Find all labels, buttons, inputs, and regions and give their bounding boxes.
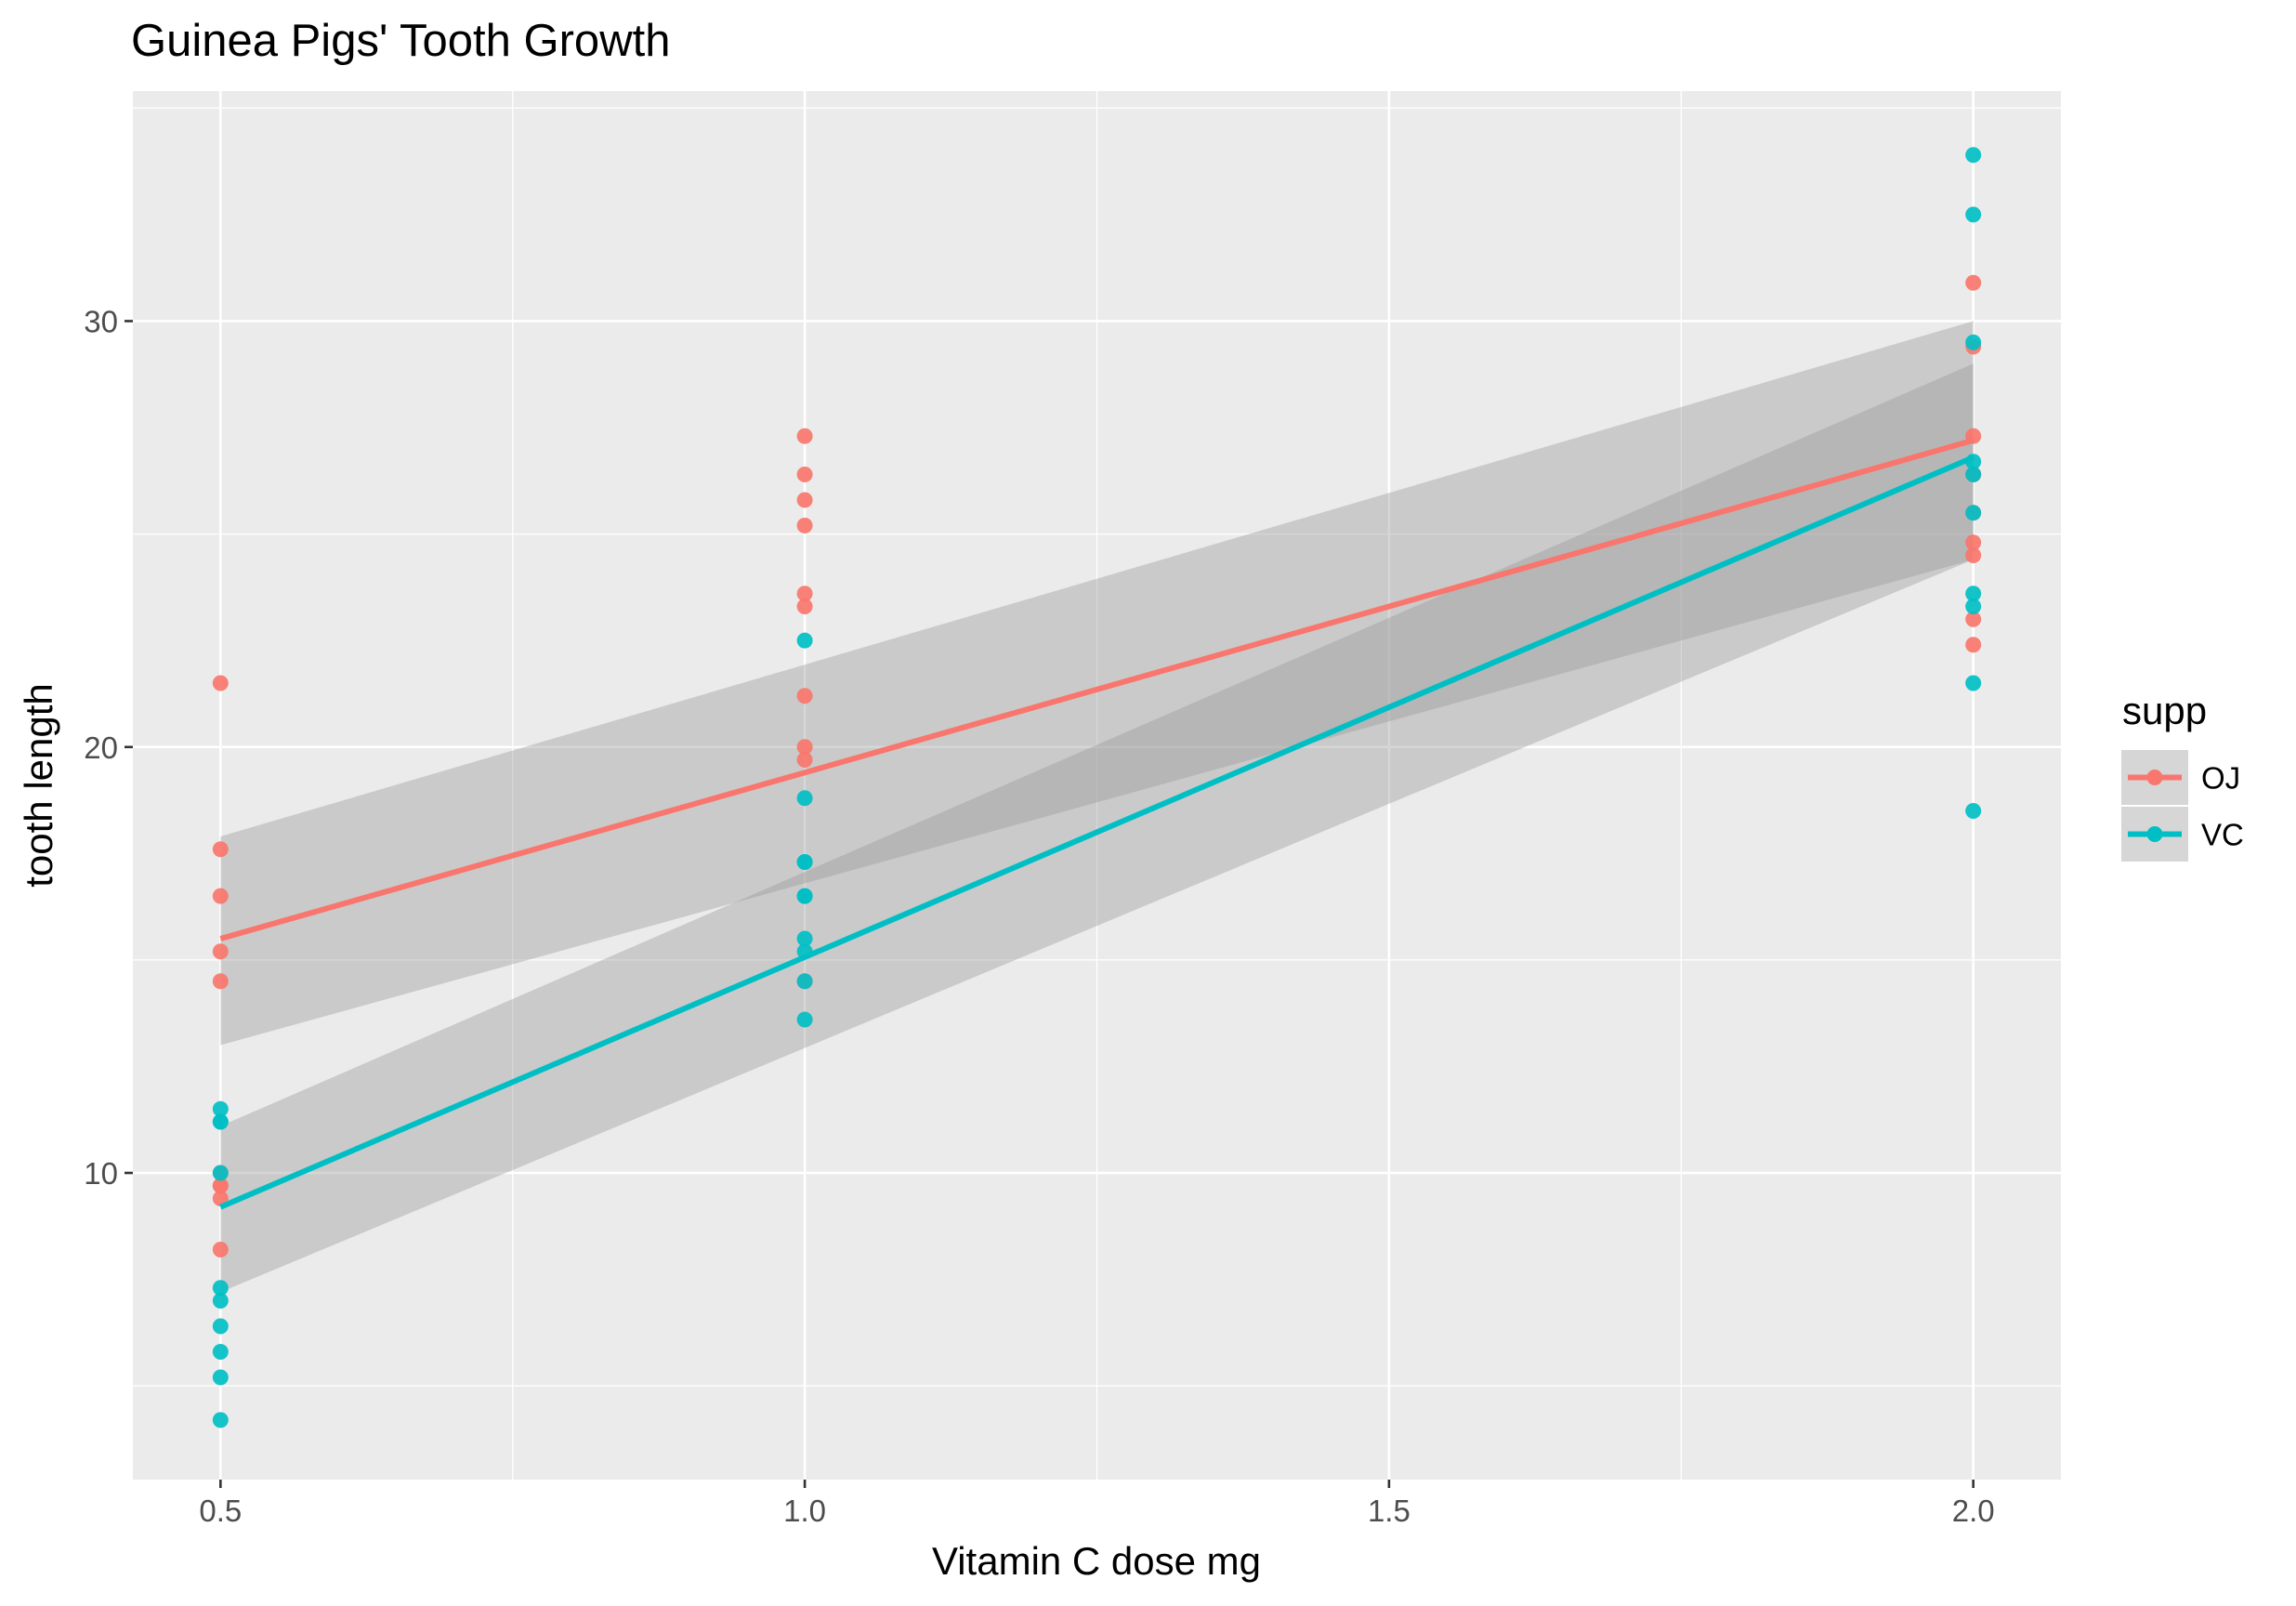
data-point-vc <box>796 888 813 904</box>
data-point-oj <box>1965 534 1982 551</box>
data-point-vc <box>1965 505 1982 521</box>
y-tick-label: 30 <box>84 304 118 338</box>
data-point-oj <box>212 675 229 691</box>
data-point-oj <box>796 599 813 615</box>
data-point-vc <box>212 1318 229 1335</box>
data-point-oj <box>1965 547 1982 564</box>
data-point-vc <box>212 1412 229 1428</box>
y-axis-title: tooth length <box>17 683 60 888</box>
data-point-vc <box>212 1165 229 1181</box>
fit-lines <box>219 437 1975 1210</box>
legend: supp OJ VC <box>2121 689 2244 862</box>
data-point-vc <box>1965 334 1982 350</box>
data-point-oj <box>796 688 813 704</box>
data-point-oj <box>212 841 229 858</box>
y-tick-label: 20 <box>84 731 118 765</box>
data-point-vc <box>796 1011 813 1028</box>
data-point-vc <box>212 1344 229 1361</box>
chart-title: Guinea Pigs' Tooth Growth <box>131 16 670 66</box>
data-point-vc <box>212 1100 229 1117</box>
x-tick-label: 1.5 <box>1368 1494 1410 1528</box>
fit-line-oj <box>219 437 1975 941</box>
data-point-oj <box>796 739 813 756</box>
confidence-band-oj <box>220 321 1974 1046</box>
data-points <box>212 147 1982 1428</box>
data-point-oj <box>796 466 813 482</box>
x-axis-title: Vitamin C dose mg <box>932 1539 1261 1583</box>
confidence-band-vc <box>220 363 1974 1293</box>
grid-minor <box>133 91 2061 1480</box>
data-point-vc <box>212 1113 229 1130</box>
x-tick-label: 2.0 <box>1952 1494 1995 1528</box>
data-point-vc <box>796 853 813 870</box>
data-point-oj <box>1965 611 1982 627</box>
data-point-vc <box>1965 147 1982 164</box>
grid-major <box>133 91 2061 1480</box>
legend-label-vc: VC <box>2201 818 2244 852</box>
y-tick-label: 10 <box>84 1156 118 1191</box>
data-point-oj <box>212 1242 229 1258</box>
data-point-oj <box>212 1178 229 1194</box>
confidence-bands <box>220 321 1974 1293</box>
data-point-vc <box>796 973 813 990</box>
data-point-vc <box>796 790 813 807</box>
fit-line-vc <box>219 454 1975 1210</box>
x-tick-label: 0.5 <box>199 1494 242 1528</box>
data-point-oj <box>212 973 229 990</box>
data-point-oj <box>796 586 813 602</box>
data-point-oj <box>1965 637 1982 653</box>
axis-ticks <box>125 320 1975 1488</box>
data-point-oj <box>212 888 229 904</box>
data-point-oj <box>796 752 813 769</box>
data-point-vc <box>1965 599 1982 615</box>
data-point-vc <box>1965 802 1982 819</box>
data-point-vc <box>212 1293 229 1310</box>
tick-labels: 0.5 1.0 1.5 2.0 10 20 30 <box>84 304 1994 1528</box>
data-point-vc <box>1965 206 1982 223</box>
legend-marker-vc <box>2146 826 2163 842</box>
data-point-oj <box>796 492 813 508</box>
data-point-vc <box>1965 466 1982 482</box>
legend-label-oj: OJ <box>2201 761 2240 796</box>
data-point-vc <box>796 632 813 649</box>
data-point-oj <box>796 517 813 533</box>
x-tick-label: 1.0 <box>783 1494 826 1528</box>
data-point-oj <box>212 943 229 960</box>
data-point-vc <box>1965 675 1982 691</box>
data-point-oj <box>1965 274 1982 291</box>
legend-marker-oj <box>2146 770 2163 785</box>
data-point-vc <box>1965 586 1982 602</box>
data-point-oj <box>796 428 813 444</box>
data-point-vc <box>212 1369 229 1386</box>
data-point-vc <box>796 930 813 947</box>
data-point-vc <box>212 1280 229 1297</box>
legend-title: supp <box>2122 689 2207 732</box>
